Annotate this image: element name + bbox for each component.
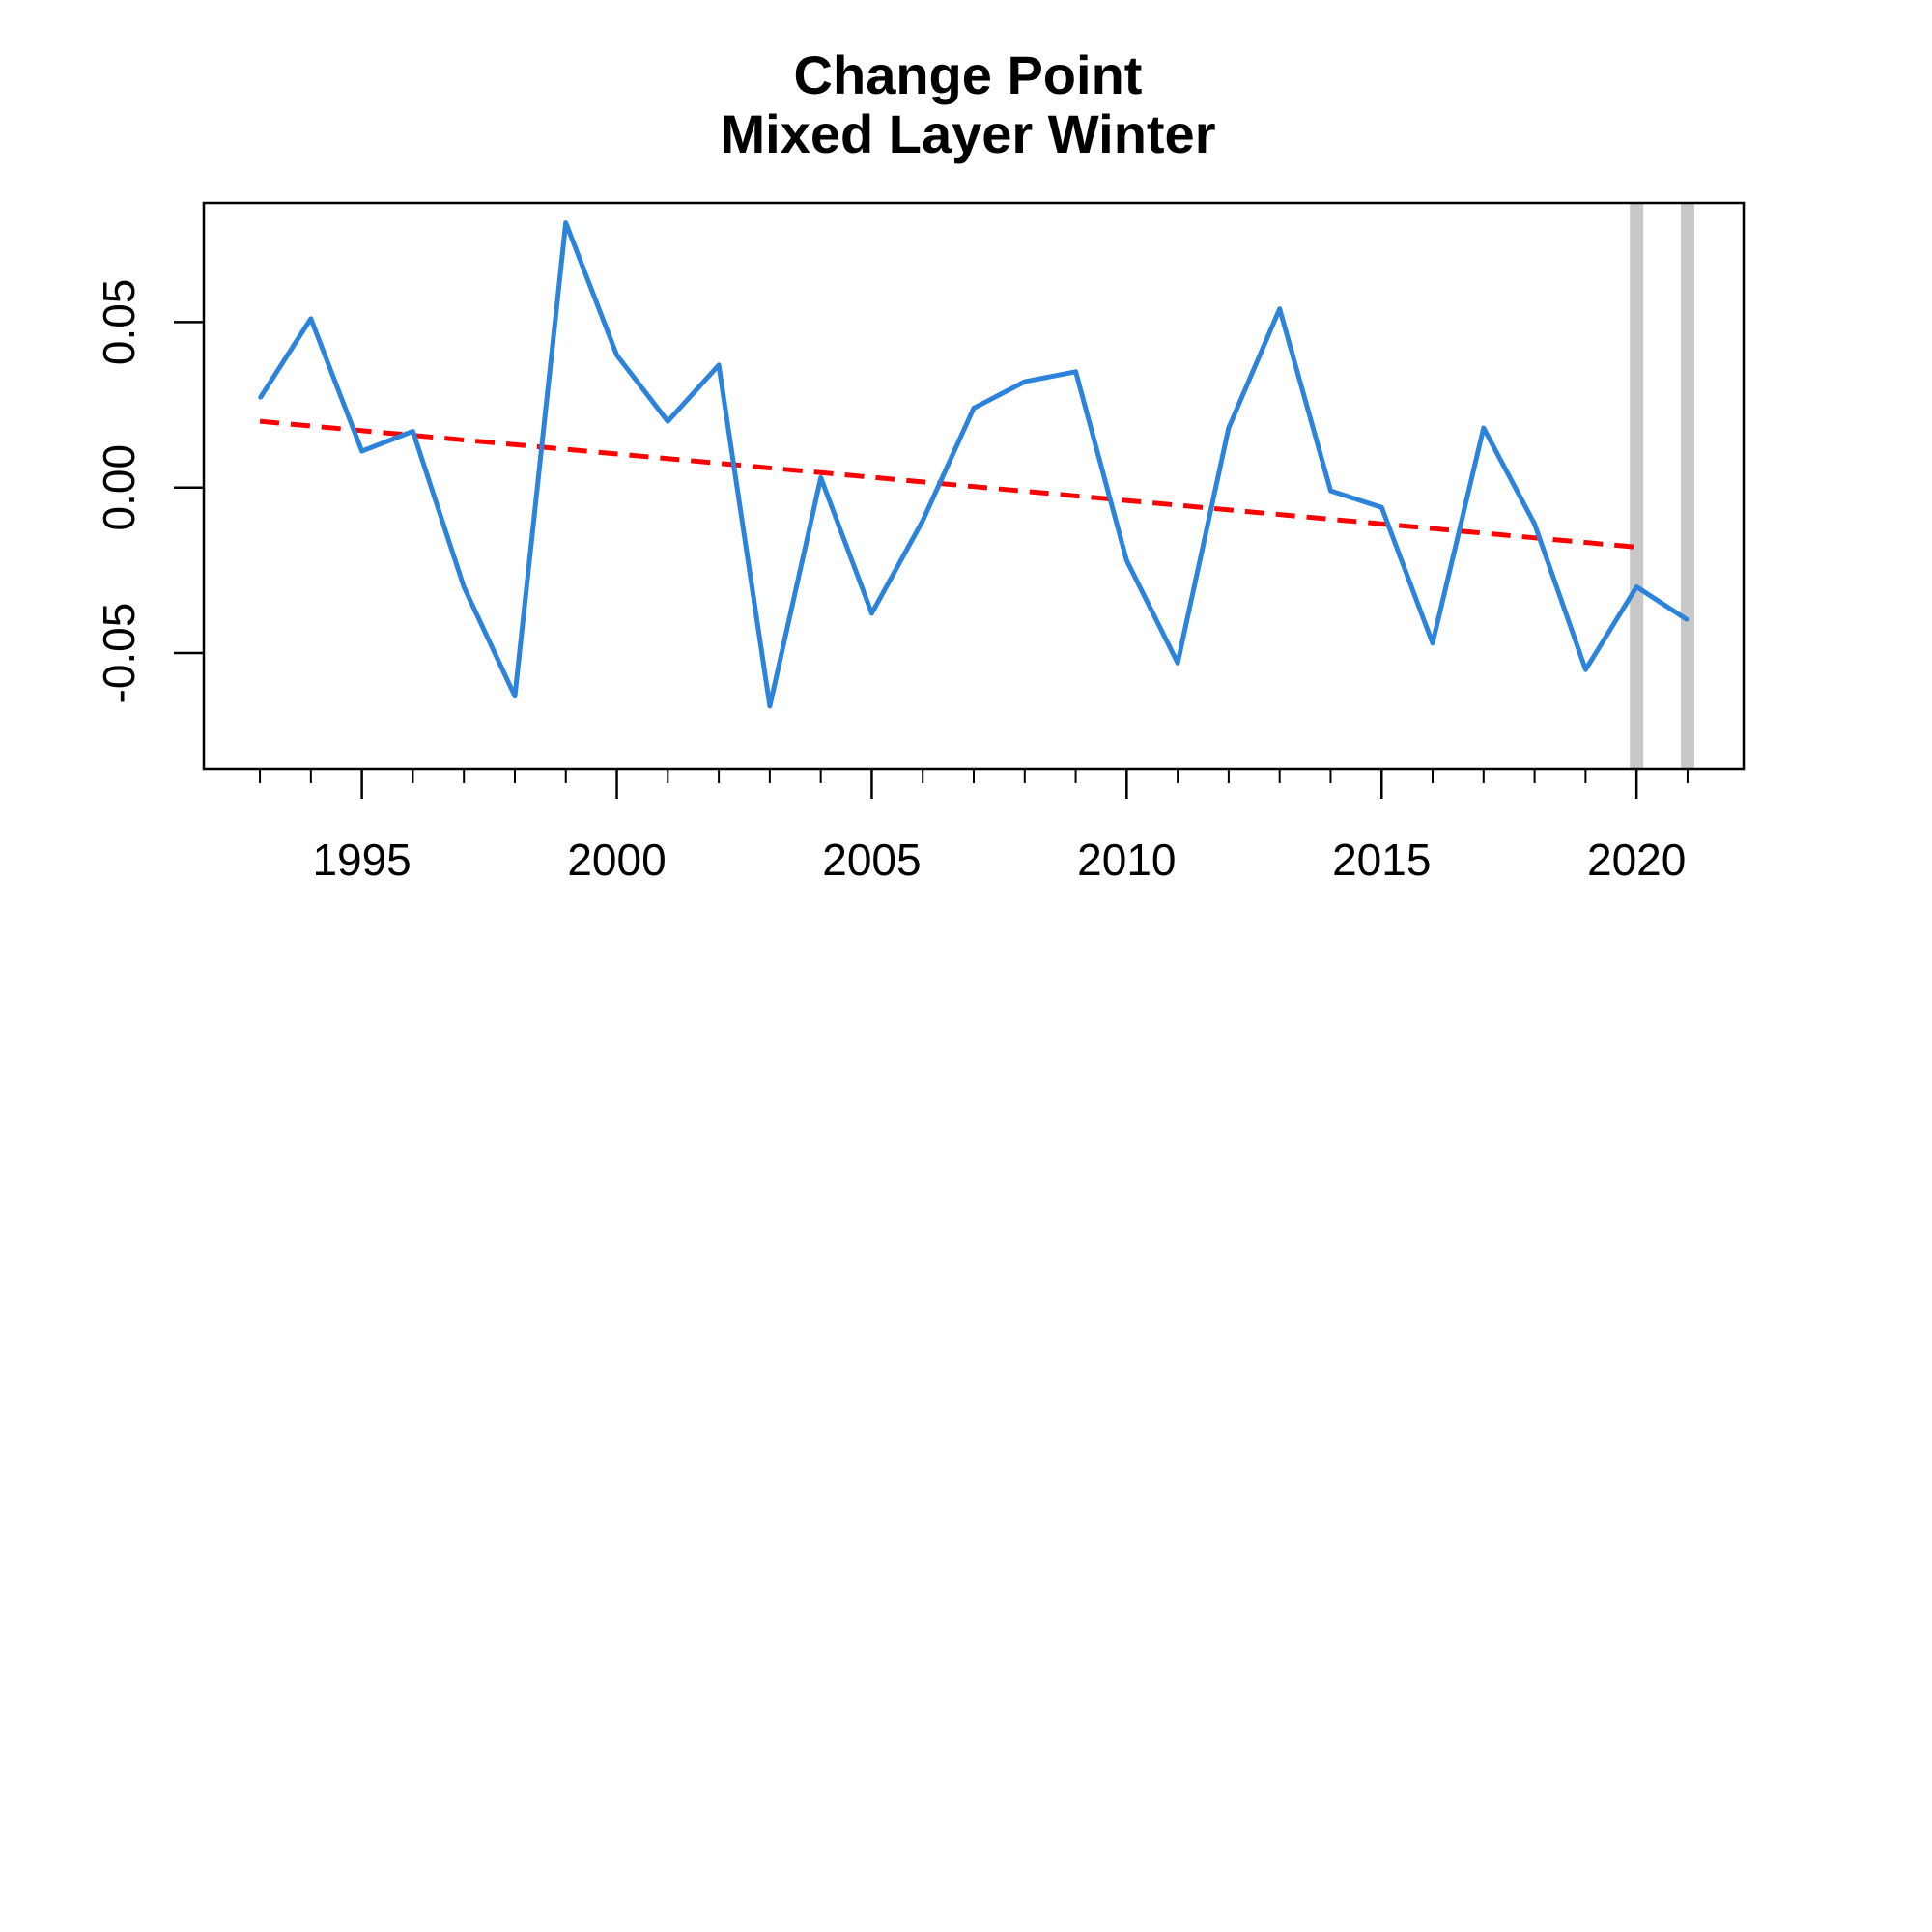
data-point-2007 (972, 406, 976, 410)
data-point-2013 (1278, 307, 1282, 311)
data-point-1996 (411, 429, 414, 433)
y-tick-label-1: 0.00 (94, 444, 144, 531)
data-point-2016 (1431, 641, 1435, 645)
data-point-2018 (1533, 522, 1537, 526)
series-layer (257, 220, 1690, 709)
x-axis: 1995 2000 2005 2010 2015 2020 (259, 769, 1689, 885)
data-point-1993 (258, 396, 262, 400)
data-point-2000 (615, 354, 619, 357)
data-point-2019 (1583, 668, 1587, 671)
data-point-2001 (666, 419, 669, 423)
y-axis: -0.05 0.00 0.05 (94, 279, 204, 704)
data-point-1999 (564, 221, 568, 225)
data-point-2014 (1328, 489, 1332, 493)
chart-subtitle: Mixed Layer Winter (721, 103, 1216, 164)
chart-title: Change Point (794, 44, 1143, 105)
data-point-2004 (819, 475, 823, 479)
trend-line (259, 418, 1637, 550)
change-point-layer (1630, 203, 1694, 769)
data-point-2008 (1023, 380, 1027, 384)
data-point-2012 (1227, 426, 1231, 430)
data-point-2003 (768, 704, 772, 708)
data-point-2002 (717, 363, 721, 367)
x-tick-label-2020: 2020 (1587, 835, 1686, 885)
data-point-2006 (921, 519, 924, 523)
x-tick-label-2005: 2005 (822, 835, 921, 885)
data-point-2015 (1379, 505, 1383, 509)
trend-layer (259, 418, 1637, 550)
x-tick-label-2010: 2010 (1077, 835, 1176, 885)
data-point-2021 (1686, 618, 1690, 622)
data-point-1994 (309, 317, 313, 321)
data-point-2017 (1482, 426, 1486, 430)
data-point-1998 (513, 695, 517, 698)
data-point-2020 (1634, 585, 1638, 589)
series-line-0 (257, 220, 1690, 709)
data-point-1997 (462, 585, 466, 589)
x-tick-label-1995: 1995 (312, 835, 411, 885)
x-tick-label-2000: 2000 (567, 835, 666, 885)
data-point-2011 (1176, 661, 1179, 665)
y-tick-label-2: 0.05 (94, 279, 144, 366)
x-tick-label-2015: 2015 (1332, 835, 1431, 885)
data-point-2010 (1124, 558, 1128, 562)
data-point-2009 (1074, 370, 1078, 374)
data-point-1995 (360, 449, 364, 453)
y-tick-label-0: -0.05 (94, 603, 144, 704)
data-point-2005 (869, 611, 873, 615)
